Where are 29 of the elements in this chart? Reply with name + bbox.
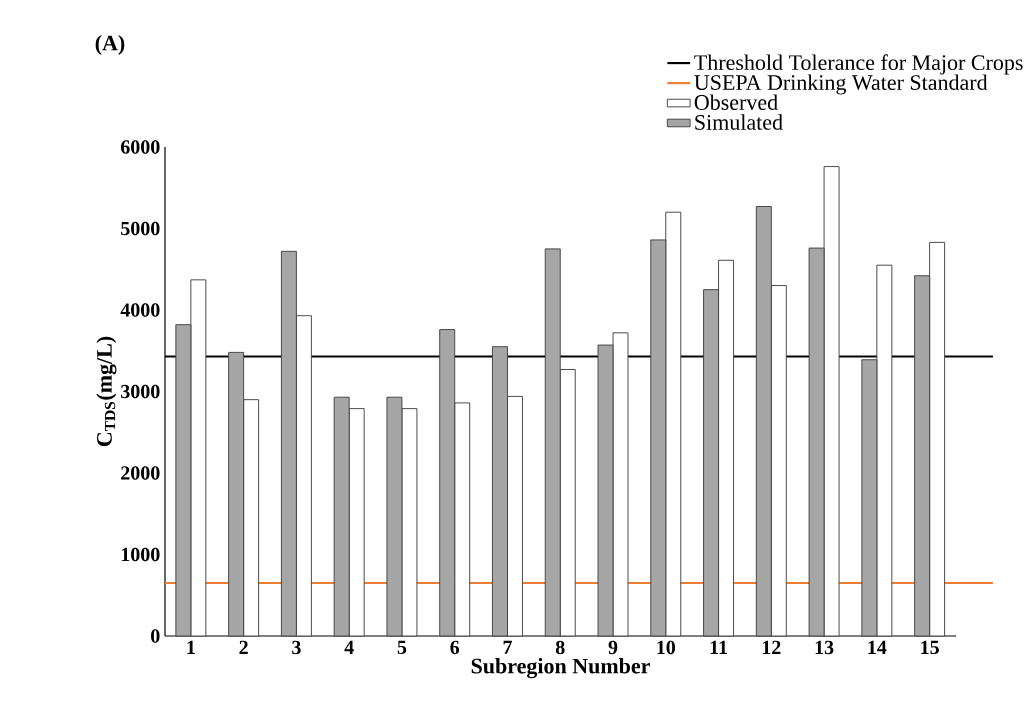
y-tick-label: 4000 [120,303,160,317]
x-tick-label: 8 [555,640,565,655]
x-tick-label: 14 [868,640,887,654]
y-tick-label: 3000 [121,384,160,399]
legend-label: Threshold Tolerance for Major Crops [694,54,1023,75]
x-tick-label: 11 [710,640,727,654]
y-tick-label: 1000 [121,547,160,562]
x-tick-label: 3 [292,640,301,655]
x-tick-label: 10 [657,640,676,655]
x-tick-label: 6 [450,640,460,655]
legend-label: USEPA Drinking Water Standard [694,74,988,95]
x-tick-label: 13 [815,640,834,655]
legend-label: Simulated [695,114,783,130]
legend-label: Observed [694,94,778,110]
y-tick-label: 0 [151,629,160,643]
x-tick-label: 5 [397,640,407,654]
y-tick-label: 5000 [121,221,160,236]
x-tick-label: 1 [187,640,195,654]
y-tick-label: 2000 [121,466,160,480]
x-tick-label: 7 [503,640,512,654]
x-axis-title: Subregion Number [471,658,650,679]
x-tick-label: 2 [239,640,248,654]
x-tick-label: 15 [921,640,939,655]
y-axis-title: C$_{TDS}$(mg/L) [96,336,117,447]
x-tick-label: 9 [608,640,618,655]
y-tick-label: 6000 [120,140,160,154]
text: (A) [95,35,125,55]
x-tick-label: 12 [762,640,781,654]
x-tick-label: 4 [344,640,354,654]
